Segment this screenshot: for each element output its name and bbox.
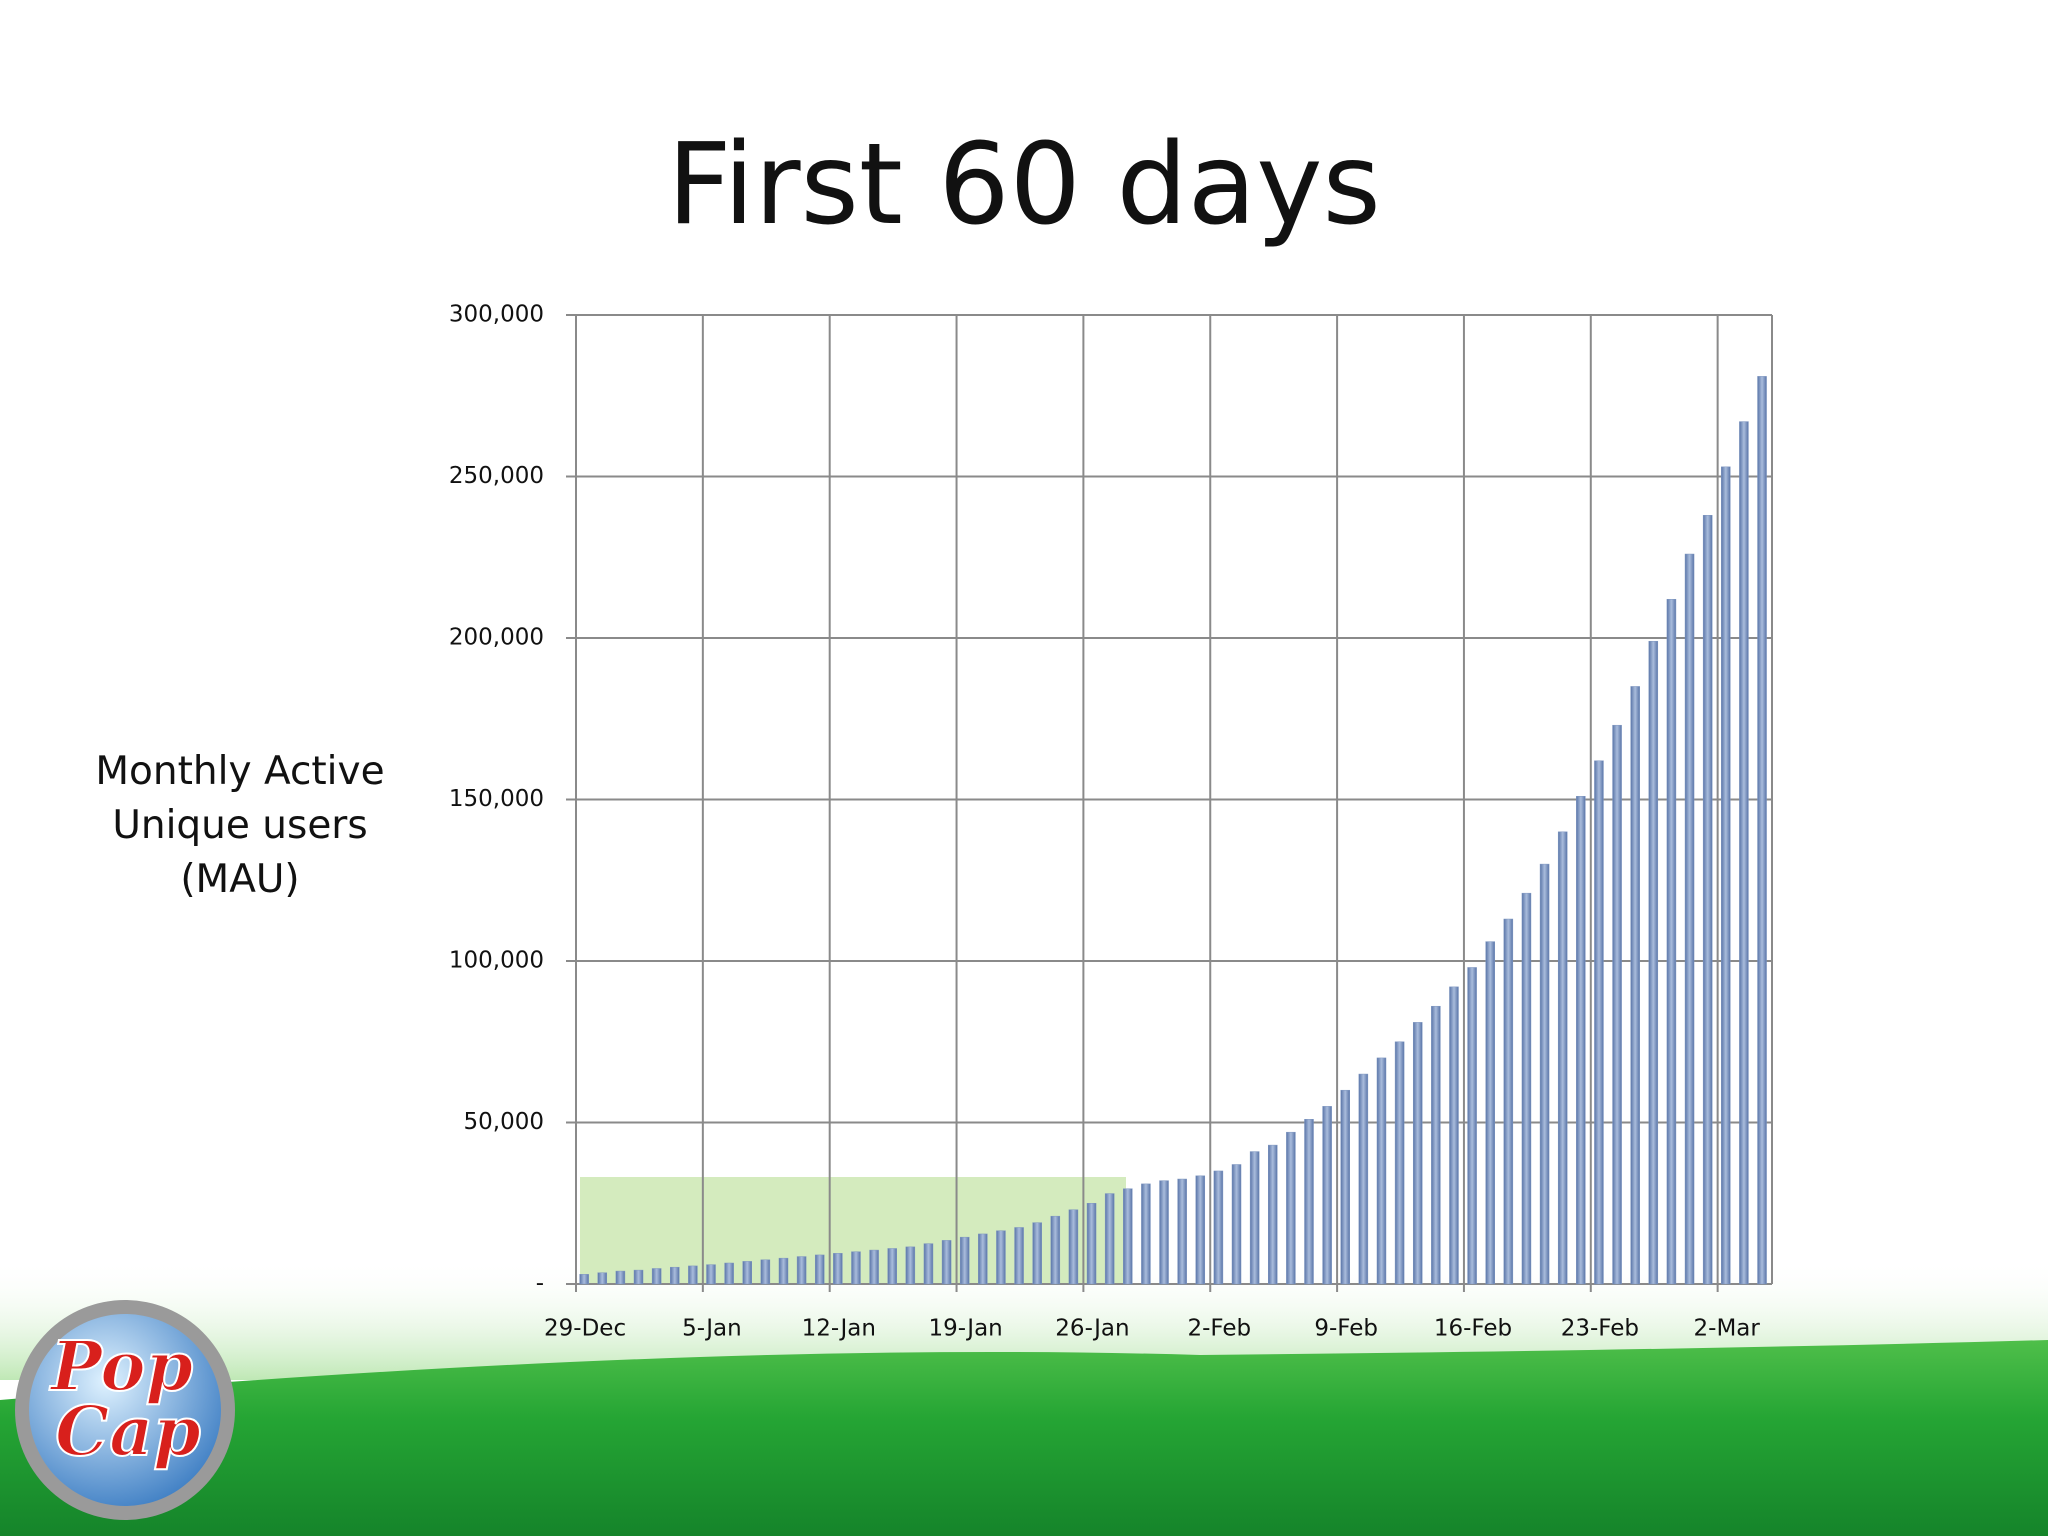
x-tick-label: 26-Jan <box>1055 1316 1129 1342</box>
y-tick-label: 100,000 <box>449 948 544 974</box>
bar <box>1485 941 1495 1285</box>
bar <box>1666 598 1677 1285</box>
bar <box>1358 1073 1369 1285</box>
bar <box>1032 1222 1042 1285</box>
y-axis-label: Monthly Active Unique users (MAU) <box>95 749 385 902</box>
bar <box>724 1262 734 1285</box>
bar <box>1123 1188 1133 1285</box>
bar <box>651 1268 662 1285</box>
bar <box>579 1274 589 1285</box>
bar <box>1557 831 1568 1285</box>
bar <box>1449 986 1459 1285</box>
bar <box>1195 1175 1206 1285</box>
y-tick-label: 300,000 <box>449 302 544 328</box>
bar <box>1268 1144 1278 1285</box>
grass <box>0 1340 2048 1536</box>
bar <box>1467 967 1477 1285</box>
x-tick-label: 5-Jan <box>682 1316 742 1342</box>
bar <box>1394 1041 1405 1285</box>
bar <box>1050 1215 1061 1285</box>
x-tick-label: 2-Mar <box>1694 1316 1761 1342</box>
bar <box>1213 1170 1224 1285</box>
bar <box>959 1236 970 1285</box>
bar <box>706 1264 716 1285</box>
x-tick-label: 12-Jan <box>802 1316 876 1342</box>
logo-text: Pop <box>49 1327 193 1407</box>
bar <box>941 1240 952 1285</box>
bar <box>1503 918 1514 1285</box>
logo-text: Cap <box>55 1392 201 1472</box>
bar <box>1086 1203 1097 1285</box>
bar <box>923 1243 934 1285</box>
bar <box>670 1266 680 1285</box>
x-tick-label: 16-Feb <box>1434 1316 1512 1342</box>
bar <box>1014 1227 1024 1285</box>
bar <box>1648 640 1659 1285</box>
bar <box>1612 724 1622 1285</box>
bar <box>760 1259 771 1285</box>
bar <box>1521 892 1532 1285</box>
bar <box>869 1249 879 1285</box>
bar <box>814 1254 825 1285</box>
x-tick-label: 19-Jan <box>928 1316 1002 1342</box>
bar <box>688 1265 698 1285</box>
bar <box>796 1256 807 1285</box>
bar <box>1141 1183 1151 1285</box>
bar <box>1412 1022 1423 1285</box>
x-tick-label: 23-Feb <box>1561 1316 1639 1342</box>
bar <box>1322 1106 1332 1285</box>
bar <box>1594 760 1604 1285</box>
bar <box>1431 1005 1441 1285</box>
bar <box>887 1248 897 1285</box>
bar <box>742 1261 752 1285</box>
bar <box>1630 686 1640 1285</box>
chart-title: First 60 days <box>667 120 1381 250</box>
bar <box>905 1246 916 1285</box>
bar <box>1159 1180 1169 1285</box>
y-tick-label: 150,000 <box>449 786 544 812</box>
y-tick-label: 250,000 <box>449 463 544 489</box>
bar <box>1104 1193 1115 1285</box>
bar <box>833 1253 843 1285</box>
bar <box>1249 1151 1260 1285</box>
bar <box>978 1233 988 1285</box>
bar <box>996 1230 1006 1285</box>
x-tick-label: 9-Feb <box>1314 1316 1378 1342</box>
x-tick-label: 2-Feb <box>1187 1316 1251 1342</box>
bar <box>1757 376 1767 1285</box>
bar <box>1340 1089 1350 1285</box>
bar <box>851 1251 861 1285</box>
bar <box>1376 1057 1387 1285</box>
bar <box>597 1272 608 1285</box>
bar <box>1304 1119 1314 1285</box>
bar <box>1177 1178 1187 1285</box>
bar <box>1231 1164 1242 1285</box>
bar <box>633 1269 644 1285</box>
logo-disc <box>29 1314 221 1506</box>
bar <box>1068 1209 1079 1285</box>
x-tick-label: 29-Dec <box>544 1316 626 1342</box>
logo: Pop Cap <box>15 1300 235 1520</box>
bar <box>1286 1131 1296 1285</box>
bar <box>1539 863 1550 1285</box>
y-tick-label: 50,000 <box>464 1109 544 1135</box>
bar <box>778 1257 789 1285</box>
bar <box>1739 421 1749 1285</box>
bar <box>1684 553 1695 1285</box>
bar <box>1702 515 1713 1285</box>
plot: - 50,000 100,000 150,000 200,000 250,000 300,0… <box>449 302 1773 1342</box>
bar <box>1721 466 1731 1285</box>
y-tick-label: - <box>536 1271 544 1297</box>
bar <box>615 1270 626 1285</box>
y-tick-label: 200,000 <box>449 625 544 651</box>
bar <box>1576 796 1586 1285</box>
